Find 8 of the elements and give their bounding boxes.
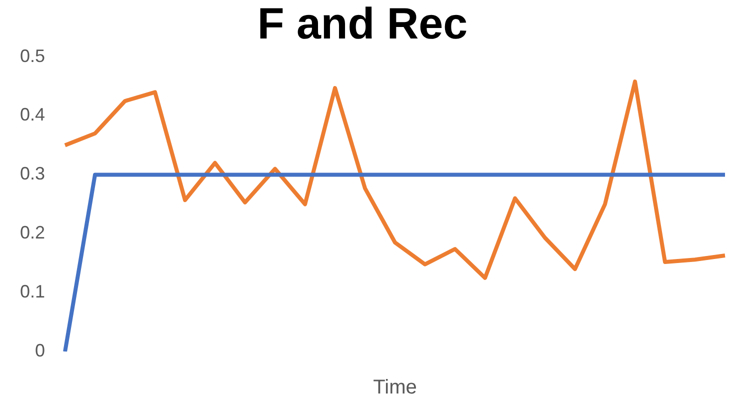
y-tick-label: 0.1 — [20, 282, 46, 302]
x-axis-title: Time — [373, 376, 417, 399]
chart-title: F and Rec — [257, 0, 468, 49]
y-tick-label: 0.4 — [20, 104, 46, 125]
y-tick-label: 0 — [35, 340, 46, 361]
y-tick-label: 0.2 — [20, 222, 46, 243]
y-tick-label: 0.5 — [20, 46, 46, 66]
y-tick-label: 0.3 — [20, 164, 46, 184]
